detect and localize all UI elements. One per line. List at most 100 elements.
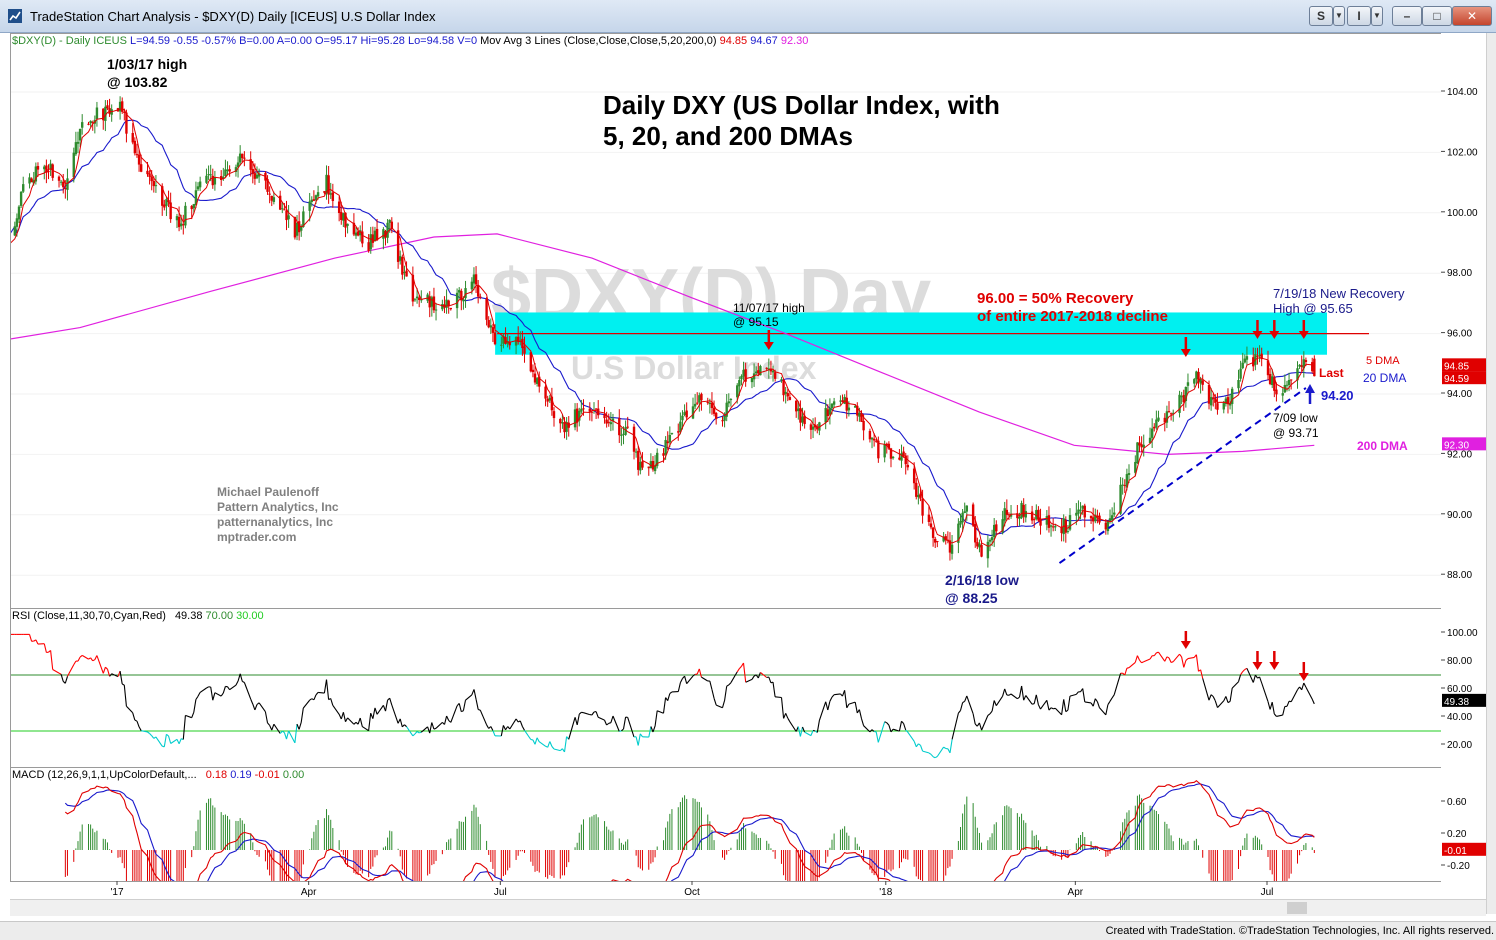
candle-body-340: [1008, 514, 1010, 515]
candle-body-261: [774, 372, 776, 379]
candle-body-113: [340, 212, 342, 220]
vertical-scrollbar[interactable]: [1486, 33, 1496, 914]
rsi-segment-159: [476, 699, 478, 709]
rsi-segment-12: [44, 644, 46, 653]
rsi-axis-label-2: 60.00: [1447, 684, 1472, 695]
rsi-segment-279: [830, 697, 832, 701]
candle-body-346: [1025, 511, 1027, 517]
candle-body-28: [89, 121, 91, 123]
price-panel[interactable]: $DXY(D) Day U.S Dollar Index Daily DXY (…: [10, 33, 1442, 609]
candle-body-187: [559, 419, 561, 423]
candle-body-314: [932, 528, 934, 538]
candle-body-311: [921, 499, 923, 516]
symbol-link-i-button[interactable]: I: [1347, 6, 1371, 26]
rsi-segment-309: [918, 744, 920, 746]
annot-high-nov-line1: 11/07/17 high: [733, 301, 805, 315]
chart-title-line1: Daily DXY (US Dollar Index, with: [603, 90, 1000, 120]
rsi-segment-323: [961, 703, 963, 711]
rsi-segment-146: [436, 722, 442, 728]
close-button[interactable]: ✕: [1452, 6, 1492, 26]
macd-panel[interactable]: MACD (12,26,9,1,1,UpColorDefault,... 0.1…: [10, 767, 1442, 882]
rsi-segment-204: [609, 723, 611, 724]
rsi-segment-384: [1140, 660, 1142, 663]
candle-body-103: [311, 200, 313, 202]
price-axis-label-4: 96.00: [1447, 329, 1472, 340]
rsi-segment-343: [1020, 686, 1022, 697]
rsi-segment-22: [74, 661, 76, 665]
candle-body-348: [1033, 519, 1035, 520]
rsi-segment-241: [716, 705, 722, 708]
rsi-tag: 49.38: [1444, 697, 1469, 708]
candle-body-409: [1212, 397, 1214, 398]
candle-body-49: [150, 177, 152, 182]
candle-body-425: [1258, 355, 1260, 356]
candle-body-214: [637, 451, 639, 470]
rsi-segment-115: [346, 718, 348, 722]
annot-last: Last: [1319, 366, 1344, 380]
horizontal-scrollbar[interactable]: [10, 899, 1486, 916]
rsi-panel[interactable]: RSI (Close,11,30,70,Cyan,Red) 49.38 70.0…: [10, 608, 1442, 768]
rsi-chart[interactable]: [11, 609, 1441, 767]
rsi-segment-100: [301, 708, 303, 722]
rsi-segment-284: [845, 690, 847, 708]
chevron-down-icon[interactable]: ▼: [1333, 6, 1345, 26]
candle-body-8: [30, 179, 32, 183]
rsi-segment-193: [577, 714, 579, 725]
candle-body-280: [831, 404, 833, 408]
price-chart[interactable]: $DXY(D) Day U.S Dollar Index Daily DXY (…: [11, 34, 1441, 608]
candle-body-402: [1193, 379, 1195, 384]
candle-body-264: [784, 392, 786, 394]
rsi-segment-185: [552, 746, 554, 749]
rsi-segment-217: [649, 727, 651, 738]
rsi-down-arrow-2-head: [1269, 662, 1279, 670]
maximize-button[interactable]: □: [1422, 6, 1452, 26]
rsi-segment-120: [360, 718, 362, 727]
annot-low-feb-line1: 2/16/18 low: [945, 572, 1019, 588]
candle-body-286: [848, 408, 850, 411]
candle-body-249: [740, 376, 742, 379]
rsi-segment-176: [525, 730, 531, 739]
symbol-link-s-button[interactable]: S: [1309, 6, 1333, 26]
candle-body-373: [1107, 521, 1109, 531]
candle-body-401: [1187, 382, 1189, 386]
candle-body-160: [477, 285, 479, 297]
candle-body-62: [191, 206, 193, 209]
rsi-segment-215: [640, 734, 642, 737]
rsi-segment-306: [908, 732, 914, 741]
candle-body-254: [755, 372, 757, 374]
horizontal-scroll-thumb[interactable]: [1287, 902, 1307, 914]
x-axis-label-4: '18: [879, 887, 892, 898]
candle-body-216: [641, 461, 643, 467]
candle-body-12: [43, 167, 45, 170]
candle-body-385: [1140, 444, 1142, 447]
candle-body-238: [709, 403, 711, 404]
rsi-segment-17: [59, 673, 61, 674]
chevron-down-icon-2[interactable]: ▼: [1371, 6, 1383, 26]
candle-body-200: [595, 409, 597, 410]
candle-body-167: [500, 345, 502, 346]
rsi-segment-67: [207, 687, 209, 688]
candle-body-114: [342, 213, 344, 221]
rsi-segment-419: [1243, 670, 1245, 672]
candle-body-439: [1300, 365, 1302, 367]
rsi-segment-168: [503, 725, 505, 729]
minimize-button[interactable]: –: [1392, 6, 1422, 26]
rsi-segment-366: [1085, 702, 1091, 703]
candle-body-126: [376, 229, 378, 240]
trendline[interactable]: [1059, 388, 1305, 563]
candle-body-324: [961, 513, 963, 523]
rsi-segment-134: [402, 725, 404, 727]
rsi-header-label: RSI (Close,11,30,70,Cyan,Red): [12, 610, 166, 622]
rsi-segment-214: [638, 734, 640, 746]
rsi-segment-427: [1268, 702, 1270, 710]
rsi-segment-181: [539, 742, 545, 747]
candle-body-291: [862, 421, 864, 430]
candle-body-119: [357, 231, 359, 235]
status-bar: Created with TradeStation. ©TradeStation…: [0, 921, 1496, 940]
macd-chart[interactable]: [11, 768, 1441, 881]
rsi-segment-389: [1154, 653, 1156, 656]
